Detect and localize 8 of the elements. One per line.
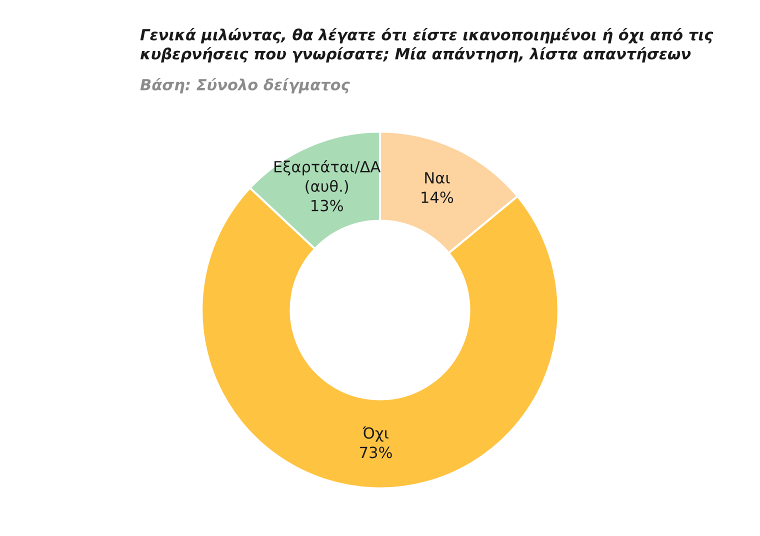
slice-label: Ναι (425, 172, 450, 184)
chart-subtitle: Βάση: Σύνολο δείγματος (140, 78, 350, 94)
data-label: 14% (422, 192, 454, 204)
data-label: 73% (360, 446, 392, 458)
slice-label: Εξαρτάται/ΔΑ (αυθ.) (274, 160, 381, 194)
chart-title: Γενικά μιλώντας, θα λέγατε ότι είστε ικανοποιημένοι ή όχι από τις κυβερνήσεις που γνωρίσατε; Μία απάντηση, λίστα απαντήσεων (140, 28, 714, 62)
data-label: 13% (312, 200, 343, 212)
slice-label: Όχι (362, 426, 388, 442)
